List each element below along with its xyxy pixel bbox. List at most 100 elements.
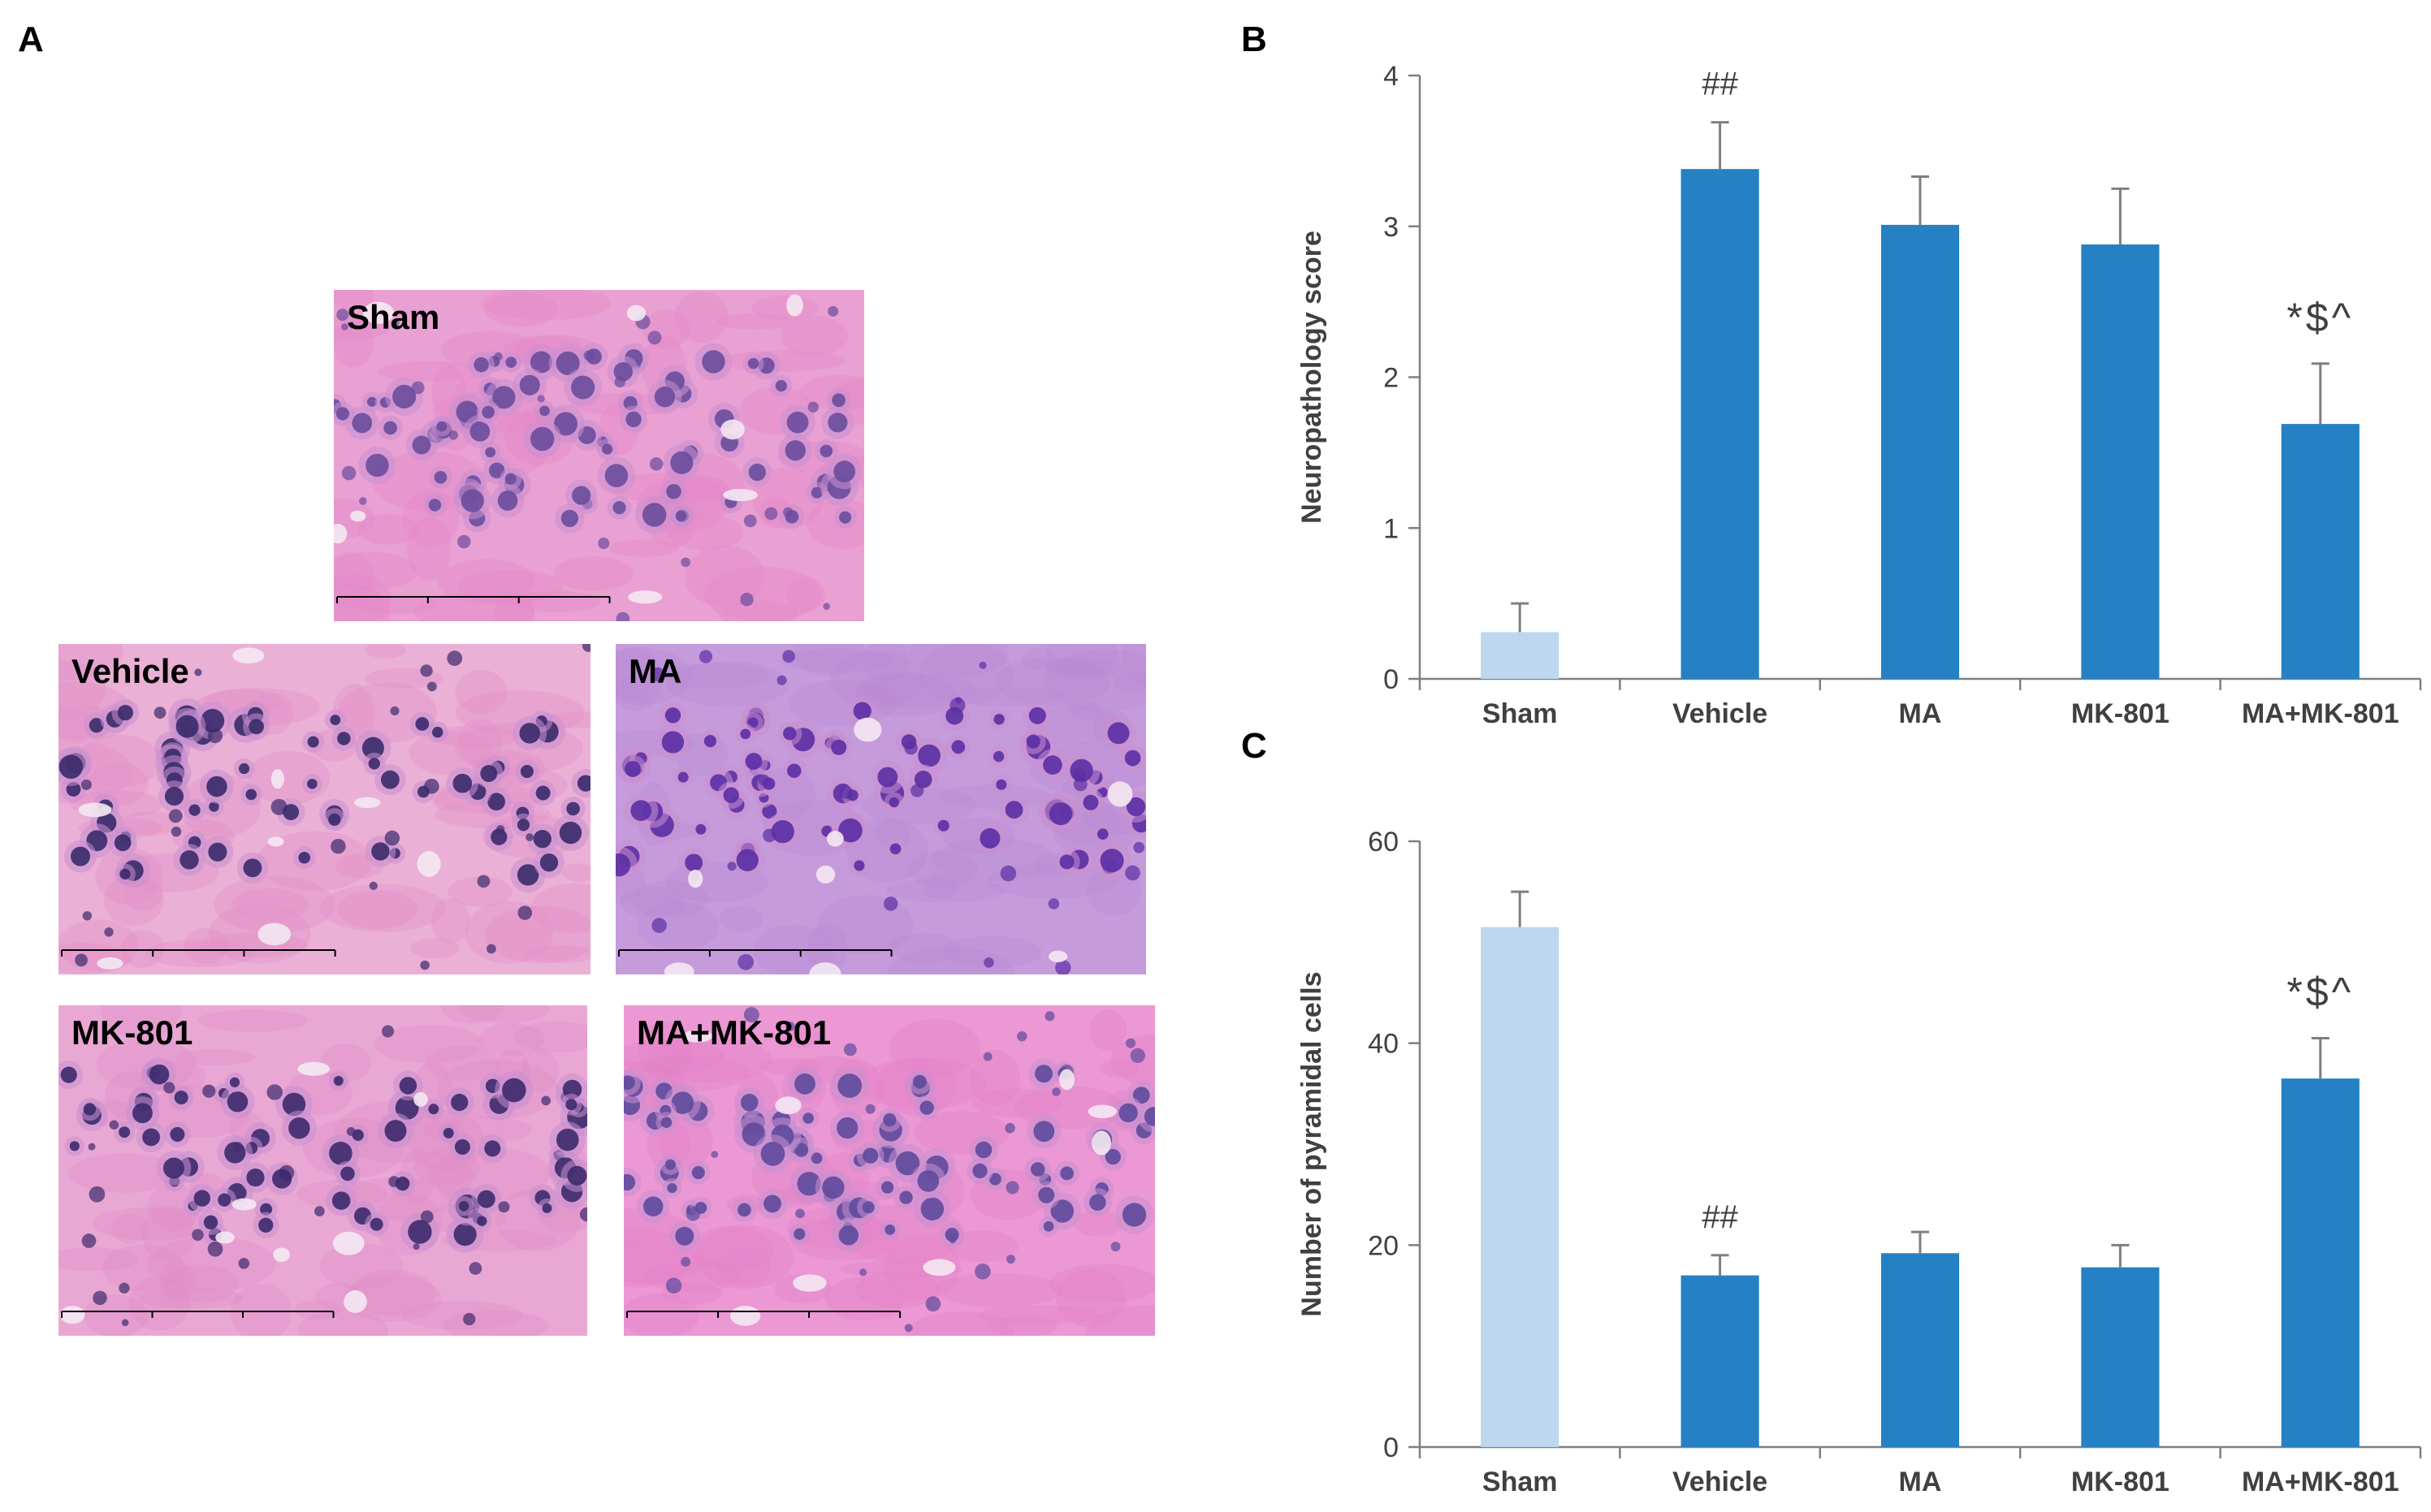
cell-nucleus	[743, 514, 757, 528]
cell-nucleus	[1016, 1030, 1027, 1042]
cell-nucleus	[371, 842, 390, 861]
tissue-texture	[924, 872, 959, 900]
cell-nucleus	[643, 1196, 664, 1216]
cell-nucleus	[862, 1147, 879, 1164]
cell-nucleus	[975, 1141, 993, 1159]
tissue-texture	[824, 1276, 906, 1321]
cell-nucleus	[399, 1077, 417, 1095]
cell-nucleus	[163, 1082, 175, 1094]
vacuole	[270, 769, 284, 789]
cell-nucleus	[368, 758, 381, 770]
cell-nucleus	[625, 411, 642, 428]
cell-nucleus	[307, 736, 319, 748]
cell-nucleus	[1122, 1203, 1147, 1227]
tissue-texture	[58, 1247, 139, 1272]
tissue-texture	[494, 590, 534, 621]
cell-nucleus	[862, 1201, 875, 1214]
cell-nucleus	[703, 735, 716, 748]
cell-nucleus	[616, 611, 630, 621]
cell-nucleus	[895, 1151, 920, 1176]
cell-nucleus	[802, 1112, 814, 1124]
tissue-texture	[441, 1005, 503, 1024]
cell-nucleus	[517, 819, 530, 832]
cell-nucleus	[119, 1282, 130, 1294]
cell-nucleus	[598, 538, 610, 550]
cell-nucleus	[1060, 1166, 1074, 1181]
cell-nucleus	[192, 1229, 204, 1242]
cell-nucleus	[454, 1138, 470, 1156]
cell-nucleus	[685, 853, 703, 872]
chart-b-y-tick-label: 2	[1383, 363, 1399, 394]
cell-nucleus	[1006, 1255, 1016, 1264]
tissue-texture	[1049, 1264, 1155, 1303]
cell-nucleus	[249, 719, 264, 735]
cell-nucleus	[314, 1206, 325, 1216]
vacuole	[273, 1247, 290, 1263]
cell-nucleus	[681, 557, 690, 568]
cell-nucleus	[119, 1126, 131, 1138]
cell-nucleus	[384, 830, 400, 846]
chart-b-x-tick-label-1: Vehicle	[1672, 698, 1767, 729]
cell-nucleus	[381, 1025, 395, 1038]
cell-nucleus	[1110, 1242, 1121, 1252]
cell-nucleus	[346, 1127, 356, 1136]
cell-nucleus	[492, 386, 516, 409]
cell-nucleus	[1033, 1121, 1055, 1143]
cell-nucleus	[395, 1095, 419, 1120]
cell-nucleus	[188, 804, 201, 816]
cell-nucleus	[579, 1207, 587, 1222]
tissue-texture	[883, 1235, 961, 1299]
tissue-texture	[1121, 644, 1146, 685]
tissue-texture	[1021, 648, 1057, 671]
cell-nucleus	[477, 1216, 487, 1226]
cell-nucleus	[519, 374, 540, 395]
cell-nucleus	[828, 413, 848, 433]
cell-nucleus	[164, 787, 184, 806]
vacuole	[78, 802, 112, 818]
cell-nucleus	[329, 1141, 353, 1165]
tissue-texture	[365, 644, 406, 659]
cell-nucleus	[883, 1112, 897, 1127]
cell-nucleus	[1030, 1162, 1045, 1177]
cell-nucleus	[238, 762, 250, 775]
cell-nucleus	[328, 813, 341, 827]
cell-nucleus	[904, 741, 918, 755]
cell-nucleus	[1130, 1048, 1145, 1064]
cell-nucleus	[649, 457, 664, 471]
tissue-texture	[689, 477, 731, 503]
cell-nucleus	[764, 507, 778, 521]
cell-nucleus	[411, 381, 425, 395]
vacuole	[232, 647, 265, 664]
tissue-texture	[319, 1243, 404, 1290]
cell-nucleus	[530, 426, 555, 451]
cell-nucleus	[497, 490, 518, 511]
cell-nucleus	[572, 486, 591, 505]
tissue-texture	[616, 676, 651, 702]
cell-nucleus	[883, 896, 898, 911]
cell-nucleus	[602, 443, 613, 455]
vacuole	[97, 957, 123, 970]
vacuole	[417, 850, 441, 877]
tissue-texture	[513, 1021, 587, 1053]
tissue-texture	[855, 672, 977, 708]
tissue-texture	[624, 1294, 699, 1336]
tissue-texture	[350, 595, 439, 615]
tissue-texture	[906, 1311, 1014, 1336]
tissue-texture	[887, 947, 1015, 974]
tissue-texture	[298, 1309, 389, 1336]
tissue-texture	[638, 1022, 693, 1080]
cell-nucleus	[794, 1073, 815, 1095]
panel-letter-c: C	[1241, 726, 1267, 766]
micrograph-ma-label: MA	[629, 652, 682, 690]
cell-nucleus	[822, 1176, 845, 1199]
tissue-texture	[1056, 1268, 1127, 1328]
cell-nucleus	[667, 1182, 677, 1194]
cell-nucleus	[335, 407, 349, 421]
tissue-texture	[793, 644, 863, 676]
tissue-texture	[783, 1025, 820, 1048]
tissue-texture	[457, 718, 502, 767]
cell-nucleus	[279, 1164, 295, 1181]
cell-nucleus	[359, 497, 367, 505]
micrograph-mk801: MK-801	[58, 1005, 587, 1336]
tissue-texture	[158, 1259, 196, 1303]
